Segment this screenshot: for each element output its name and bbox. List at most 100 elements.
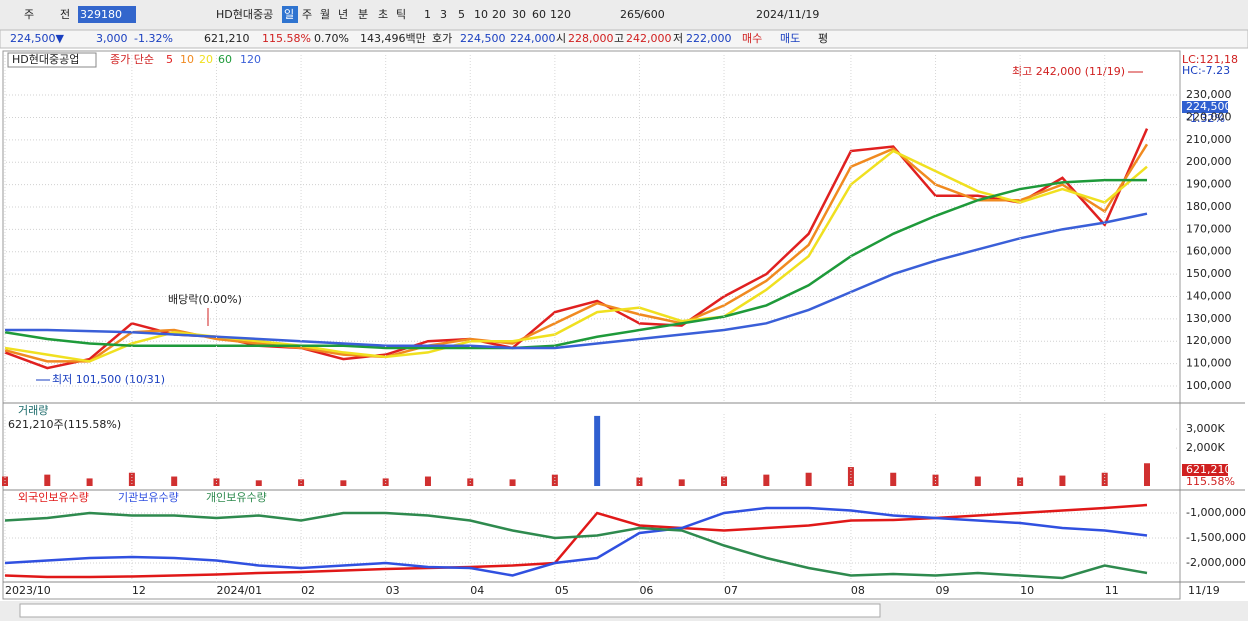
toolbar-item[interactable]: 60 (532, 8, 546, 21)
y-tick-label: 190,000 (1186, 178, 1232, 191)
volume-bar (255, 480, 262, 486)
chart-title: 거래량 (18, 404, 48, 417)
quote-item: 228,000 (568, 32, 614, 45)
volume-bar (382, 478, 389, 486)
toolbar-item[interactable]: 일 (284, 7, 294, 21)
quote-item: 0.70% (314, 32, 349, 45)
x-tick-label: 2024/01 (216, 584, 262, 597)
volume-bar (509, 479, 516, 486)
y-tick-label: -1,000,000 (1186, 506, 1246, 519)
axis-info: HC:-7.23 (1182, 64, 1230, 77)
volume-ratio: 115.58% (1186, 475, 1235, 488)
volume-bar (721, 476, 728, 486)
annotation: 최저 101,500 (10/31) (52, 373, 165, 386)
quote-item: 143,496백만 (360, 32, 426, 45)
series-line (5, 212, 1148, 350)
volume-bar (213, 478, 220, 486)
toolbar-item[interactable]: 1 (424, 8, 431, 21)
volume-bar (128, 472, 135, 486)
chart-subtitle: 종가 단순 (110, 53, 154, 66)
volume-bar (847, 467, 854, 486)
quote-item[interactable]: 평 (818, 32, 828, 45)
toolbar-item[interactable]: HD현대중공 (216, 8, 273, 21)
volume-bar (171, 476, 178, 486)
toolbar-item[interactable]: 주 (302, 8, 312, 21)
volume-bar (890, 472, 897, 486)
scroll-track[interactable] (19, 603, 881, 618)
quote-item: 고 (614, 32, 624, 45)
toolbar-item[interactable]: 5 (458, 8, 465, 21)
toolbar-item[interactable]: 분 (358, 8, 368, 21)
y-tick-label: 150,000 (1186, 267, 1232, 280)
y-tick-label: 220,000 (1186, 110, 1232, 123)
toolbar-item[interactable]: 월 (320, 8, 330, 21)
series-line (4, 506, 1148, 577)
legend-entry: 기관보유수량 (118, 491, 179, 504)
volume-bar (1144, 463, 1150, 486)
volume-bar (763, 474, 770, 486)
legend-entry: 개인보유수량 (206, 491, 267, 504)
toolbar-item[interactable]: 주 (24, 8, 34, 21)
toolbar-item[interactable]: 20 (492, 8, 506, 21)
x-tick-label: 06 (639, 584, 653, 597)
quote-item: 224,000 (510, 32, 556, 45)
series-line (4, 511, 1148, 580)
quote-item[interactable]: 매수 (742, 32, 762, 45)
toolbar-item[interactable]: 초 (378, 8, 388, 21)
legend-box (7, 52, 97, 68)
current-price: 224,500 (1186, 100, 1232, 113)
toolbar-item[interactable]: 틱 (396, 8, 406, 21)
volume-box (1182, 464, 1228, 476)
volume-bar (1101, 472, 1108, 486)
quote-item: 222,000 (686, 32, 732, 45)
axis-info: 11/19 (1188, 584, 1220, 597)
axis-info: LC:121,18 (1182, 53, 1238, 66)
x-tick-label: 09 (936, 584, 950, 597)
quote-item: -1.32% (134, 32, 173, 45)
toolbar-item[interactable]: 120 (550, 8, 571, 21)
legend-entry: 외국인보유수량 (18, 491, 89, 504)
volume-bar (1017, 477, 1024, 486)
quote-item: 224,500▼ (10, 32, 64, 45)
toolbar-item[interactable]: 3 (440, 8, 447, 21)
quote-item[interactable]: 매도 (780, 32, 800, 45)
toolbar-item[interactable]: 265 (620, 8, 641, 21)
chart-subtitle: 621,210주(115.58%) (8, 418, 121, 431)
x-tick-label: 12 (132, 584, 146, 597)
legend-entry: 5 (166, 53, 173, 66)
y-tick-label: 210,000 (1186, 133, 1232, 146)
toolbar-item[interactable]: 년 (338, 8, 348, 21)
y-tick-label: 120,000 (1186, 334, 1232, 347)
y-tick-label: 230,000 (1186, 88, 1232, 101)
y-tick-label: 110,000 (1186, 357, 1232, 370)
y-tick-label: 130,000 (1186, 312, 1232, 325)
toolbar-item[interactable]: /600 (640, 8, 665, 21)
y-tick-label: 160,000 (1186, 245, 1232, 258)
y-tick-label: 180,000 (1186, 200, 1232, 213)
quote-item: 저 (673, 32, 683, 45)
volume-bar (86, 478, 93, 486)
x-tick-label: 08 (851, 584, 865, 597)
price-box (1182, 101, 1228, 113)
toolbar-item[interactable]: 10 (474, 8, 488, 21)
quote-item: 3,000 (96, 32, 128, 45)
plot-frame (2, 50, 1181, 600)
volume-bar (424, 476, 431, 486)
toolbar-item[interactable]: 30 (512, 8, 526, 21)
quote-item: 621,210 (204, 32, 250, 45)
toolbar-item[interactable]: 329180 (80, 8, 122, 21)
toolbar-highlight (282, 6, 298, 23)
quote-item: 115.58% (262, 32, 311, 45)
toolbar-item[interactable]: 2024/11/19 (756, 8, 819, 21)
y-tick-label: 170,000 (1186, 222, 1232, 235)
toolbar-item[interactable]: 전 (60, 8, 70, 21)
volume-bar (1059, 475, 1066, 486)
volume-bar (594, 415, 601, 486)
y-tick-label: 3,000K (1186, 422, 1225, 435)
current-volume: 621,210 (1186, 463, 1232, 476)
legend-entry: 20 (199, 53, 213, 66)
quote-bg (0, 29, 1248, 49)
current-change: -1.32% (1186, 112, 1225, 125)
x-tick-label: 05 (555, 584, 569, 597)
quote-item: 224,500 (460, 32, 506, 45)
